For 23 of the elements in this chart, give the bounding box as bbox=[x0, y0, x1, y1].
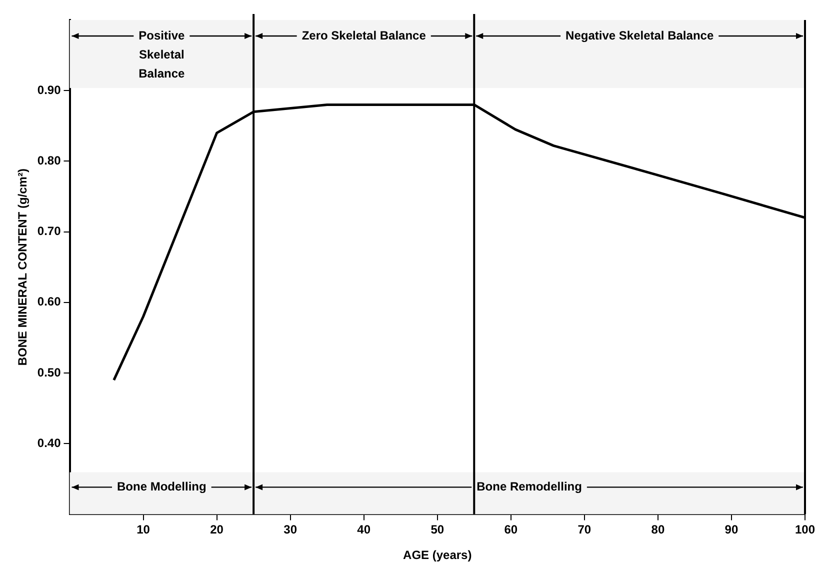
band-label: Bone Remodelling bbox=[476, 480, 582, 494]
x-tick-label: 50 bbox=[430, 522, 444, 537]
x-tick-label: 70 bbox=[578, 522, 592, 537]
y-tick-label: 0.90 bbox=[37, 82, 62, 97]
band-label: Positive Skeletal Balance bbox=[138, 28, 185, 80]
x-tick-label: 90 bbox=[724, 522, 738, 537]
y-tick-label: 0.70 bbox=[37, 224, 62, 238]
x-tick-label: 80 bbox=[651, 522, 665, 537]
y-axis-title: BONE MINERAL CONTENT (g/cm²) bbox=[16, 168, 30, 366]
y-tick-label: 0.50 bbox=[37, 365, 62, 380]
y-tick-label: 0.40 bbox=[37, 436, 62, 450]
band-label: Negative Skeletal Balance bbox=[566, 28, 714, 42]
x-tick-label: 10 bbox=[136, 522, 150, 537]
x-tick-label: 30 bbox=[284, 522, 298, 537]
x-tick-label: 100 bbox=[794, 522, 816, 537]
x-tick-label: 20 bbox=[210, 522, 224, 537]
x-tick-label: 40 bbox=[357, 522, 371, 537]
band-label: Bone Modelling bbox=[116, 480, 206, 494]
x-tick-label: 60 bbox=[504, 522, 518, 537]
y-tick-label: 0.60 bbox=[37, 294, 62, 309]
band-label: Zero Skeletal Balance bbox=[302, 28, 426, 42]
y-tick-label: 0.80 bbox=[37, 154, 62, 168]
x-axis-title: AGE (years) bbox=[403, 548, 472, 562]
